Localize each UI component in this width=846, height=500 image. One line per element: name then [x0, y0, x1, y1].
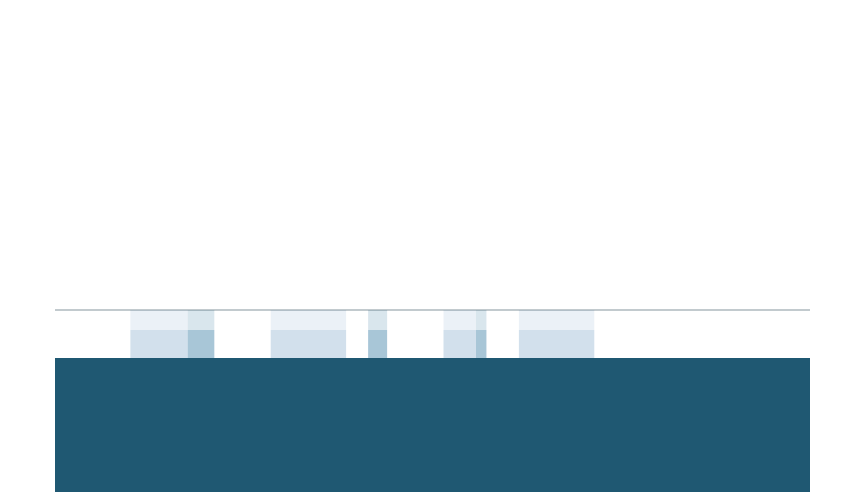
- chart-svg: [0, 0, 846, 500]
- frequency-band-region: [55, 358, 810, 492]
- rf-limits-chart: [0, 0, 846, 500]
